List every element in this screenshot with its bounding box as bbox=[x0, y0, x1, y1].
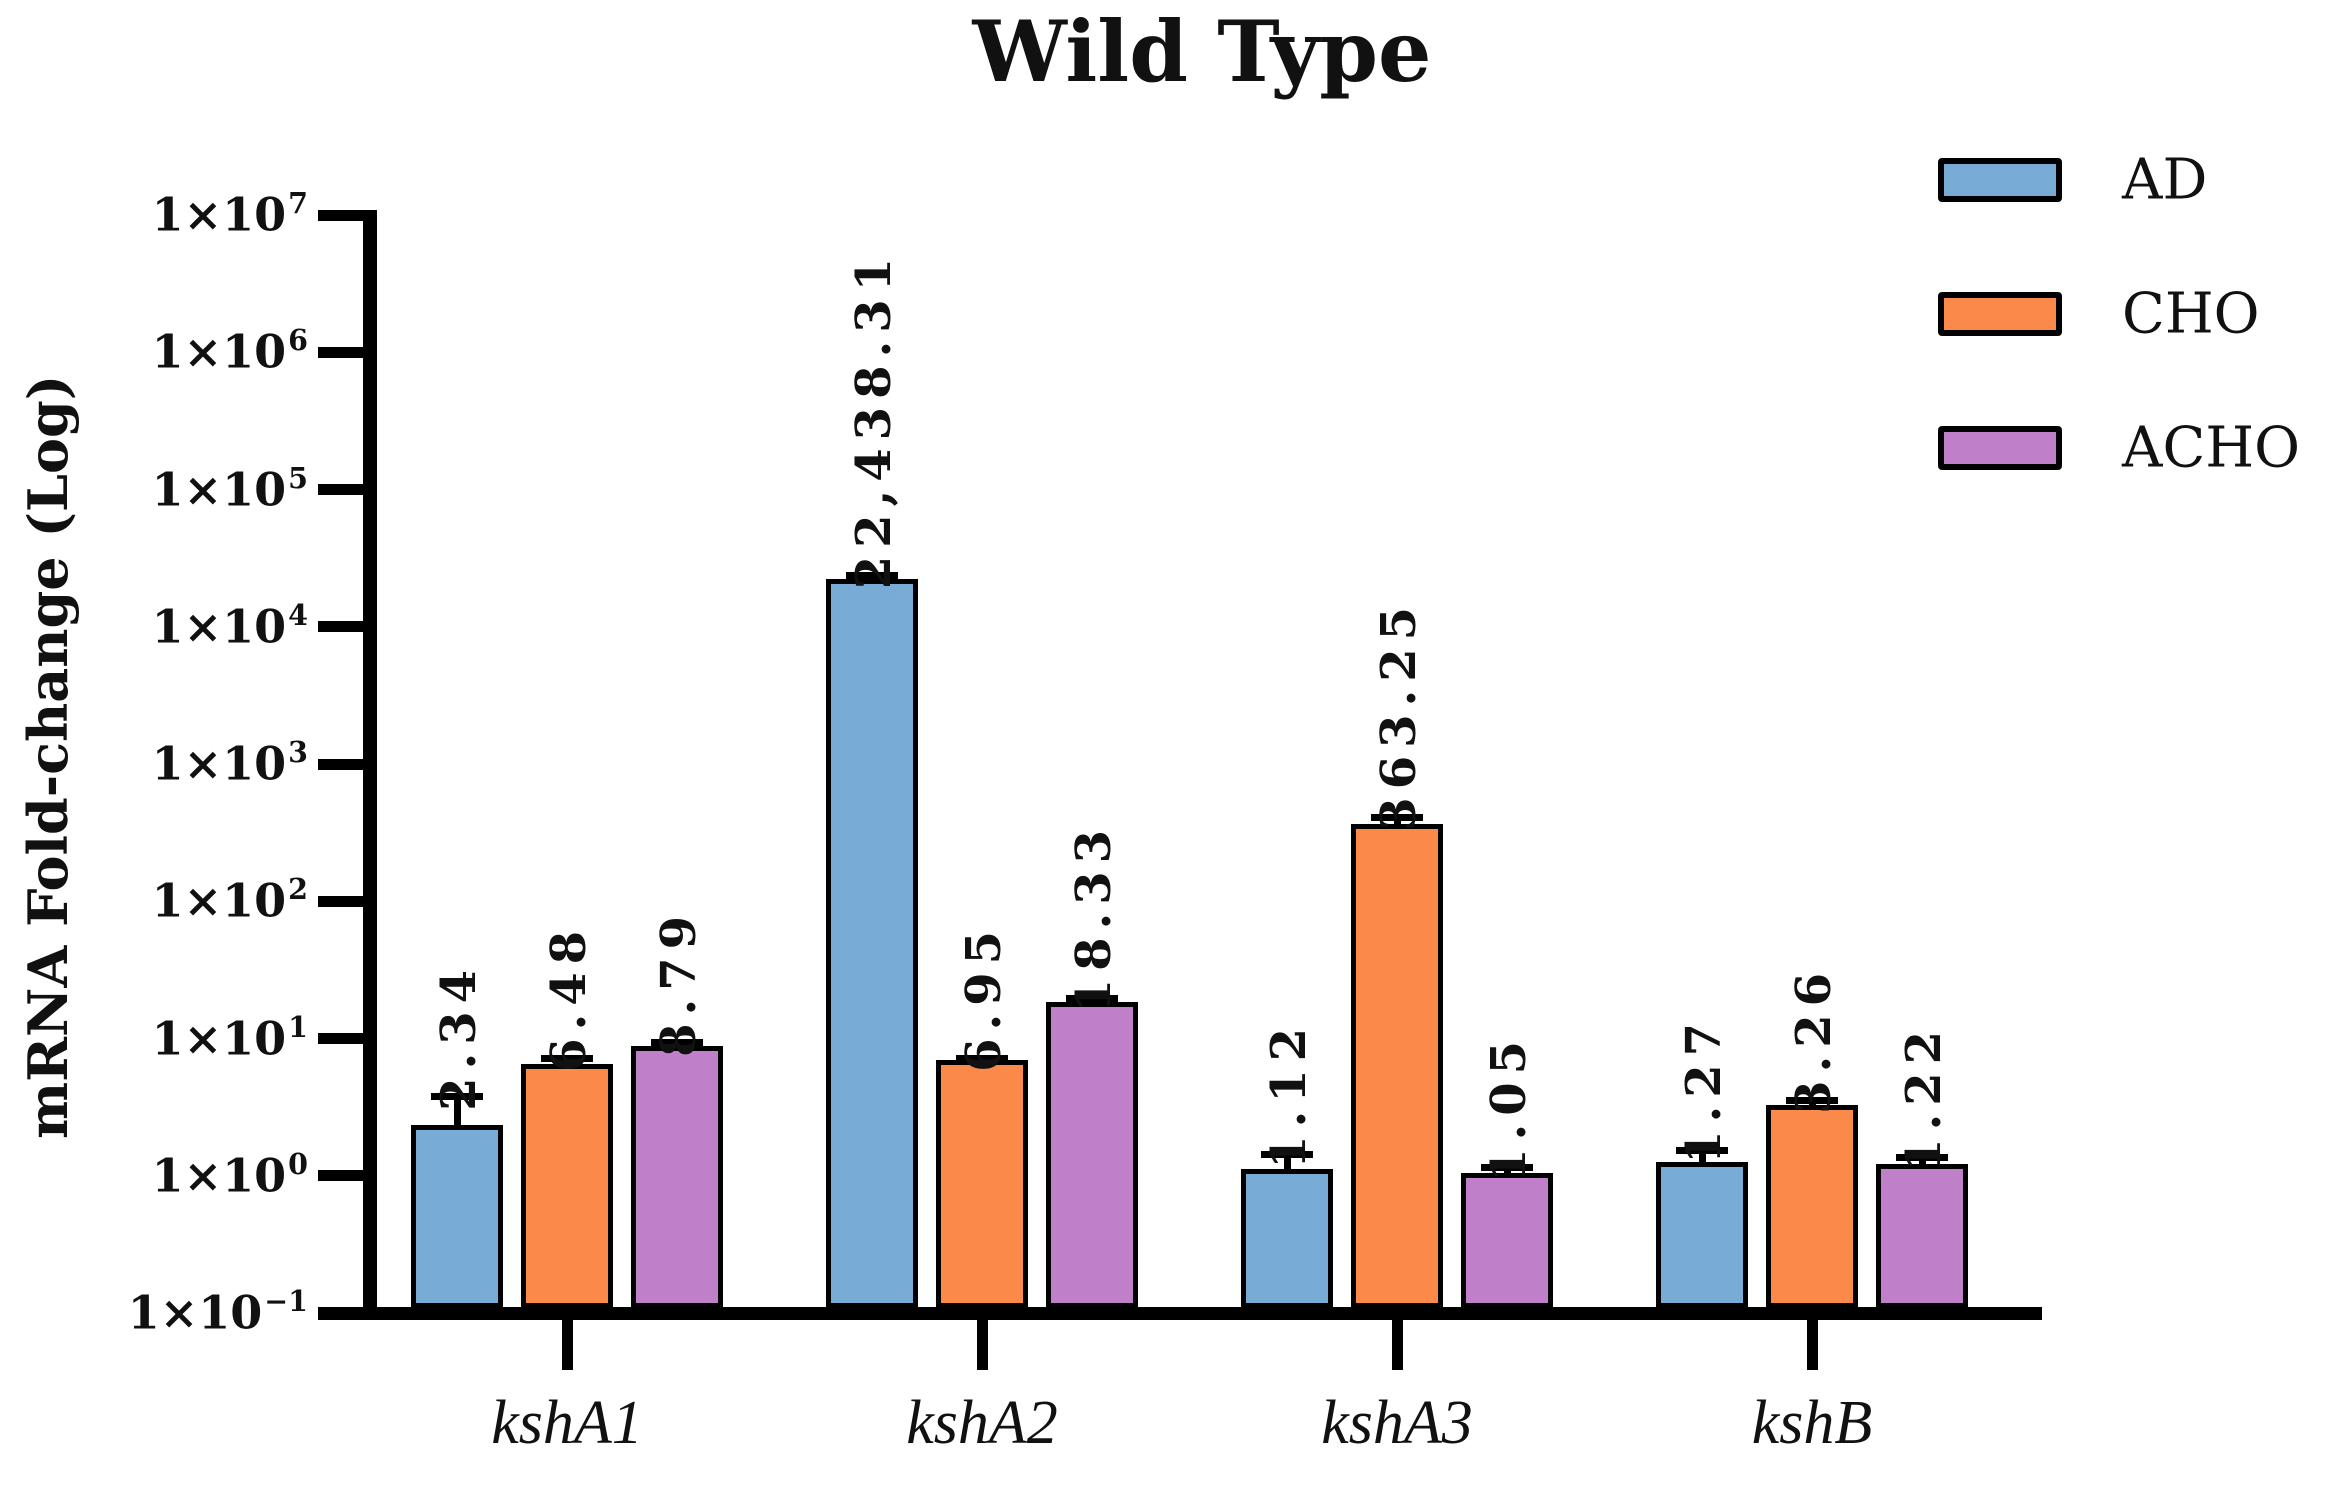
error-bar-cap bbox=[956, 1054, 1008, 1062]
error-bar-cap bbox=[1371, 813, 1423, 821]
legend-label-ACHO: ACHO bbox=[2122, 415, 2301, 481]
error-bar-stem bbox=[1283, 1154, 1291, 1181]
error-bar-cap bbox=[1786, 1096, 1838, 1104]
y-tick bbox=[318, 346, 377, 358]
y-tick-label: 1×100 bbox=[151, 1146, 308, 1203]
error-bar-cap bbox=[1896, 1154, 1948, 1162]
chart-title: Wild Type bbox=[972, 2, 1432, 101]
legend-swatch-CHO bbox=[1938, 292, 2062, 336]
bar-ACHO-kshA1 bbox=[631, 1046, 723, 1309]
x-tick bbox=[976, 1319, 988, 1370]
error-bar-cap bbox=[651, 1039, 703, 1047]
y-tick bbox=[318, 209, 377, 221]
bar-value-label: 3.26 bbox=[1786, 965, 1842, 1115]
x-tick bbox=[561, 1319, 573, 1370]
y-tick-label: 1×101 bbox=[151, 1009, 308, 1066]
x-tick bbox=[1806, 1319, 1818, 1370]
bar-ACHO-kshB bbox=[1876, 1163, 1968, 1309]
y-tick-label: 1×103 bbox=[151, 735, 308, 791]
legend-label-CHO: CHO bbox=[2122, 281, 2260, 347]
legend-swatch-AD bbox=[1938, 158, 2062, 202]
bar-ACHO-kshA2 bbox=[1046, 1002, 1138, 1309]
bar-value-label: 22,438.31 bbox=[846, 249, 902, 590]
error-bar-stem bbox=[453, 1096, 461, 1138]
error-bar-cap bbox=[1676, 1146, 1728, 1154]
y-tick-label: 1×106 bbox=[151, 323, 308, 379]
y-tick-label: 1×107 bbox=[151, 186, 308, 242]
y-tick-label: 1×102 bbox=[151, 872, 308, 928]
x-tick bbox=[1391, 1319, 1403, 1370]
error-bar-cap bbox=[846, 571, 898, 579]
bar-value-label: 18.33 bbox=[1066, 821, 1122, 1013]
bar-value-label: 1.27 bbox=[1676, 1015, 1732, 1165]
bar-AD-kshA3 bbox=[1241, 1168, 1333, 1309]
x-tick-label-kshA3: kshA3 bbox=[1321, 1389, 1473, 1457]
y-tick bbox=[318, 621, 377, 633]
bar-value-label: 363.25 bbox=[1371, 599, 1427, 832]
y-tick-label: 1×105 bbox=[151, 460, 308, 517]
bar-value-label: 6.48 bbox=[541, 923, 597, 1073]
y-tick-label: 1×10−1 bbox=[127, 1284, 308, 1340]
y-tick bbox=[318, 758, 377, 770]
error-bar-cap bbox=[431, 1093, 483, 1101]
bar-CHO-kshA3 bbox=[1351, 824, 1443, 1309]
bar-AD-kshA1 bbox=[411, 1125, 503, 1309]
error-bar-cap bbox=[1481, 1163, 1533, 1171]
bar-value-label: 1.05 bbox=[1481, 1032, 1537, 1182]
error-bar-cap bbox=[541, 1054, 593, 1062]
bar-value-label: 8.79 bbox=[651, 907, 707, 1057]
x-tick-label-kshA2: kshA2 bbox=[906, 1389, 1058, 1457]
legend-label-AD: AD bbox=[2122, 147, 2208, 213]
error-bar-cap bbox=[1261, 1151, 1313, 1159]
error-bar-cap bbox=[1066, 994, 1118, 1002]
bar-CHO-kshA2 bbox=[936, 1060, 1028, 1309]
bar-ACHO-kshA3 bbox=[1461, 1172, 1553, 1309]
y-axis-title: mRNA Fold-change (Log) bbox=[16, 374, 80, 1140]
bar-value-label: 1.22 bbox=[1896, 1022, 1952, 1172]
bar-AD-kshA2 bbox=[826, 578, 918, 1309]
y-tick bbox=[318, 484, 377, 495]
bar-value-label: 1.12 bbox=[1261, 1019, 1317, 1169]
y-tick bbox=[318, 895, 377, 907]
y-tick-label: 1×104 bbox=[151, 597, 308, 654]
bar-value-label: 2.34 bbox=[431, 962, 487, 1111]
y-tick bbox=[318, 1307, 377, 1319]
bar-CHO-kshB bbox=[1766, 1105, 1858, 1309]
y-tick bbox=[318, 1170, 377, 1182]
bar-CHO-kshA1 bbox=[521, 1064, 613, 1309]
bar-AD-kshB bbox=[1656, 1161, 1748, 1309]
x-tick-label-kshB: kshB bbox=[1751, 1389, 1873, 1457]
y-tick bbox=[318, 1033, 377, 1044]
x-axis-line bbox=[318, 1306, 2042, 1320]
bar-value-label: 6.95 bbox=[956, 923, 1012, 1073]
x-tick-label-kshA1: kshA1 bbox=[491, 1389, 643, 1457]
legend-swatch-ACHO bbox=[1938, 426, 2062, 470]
